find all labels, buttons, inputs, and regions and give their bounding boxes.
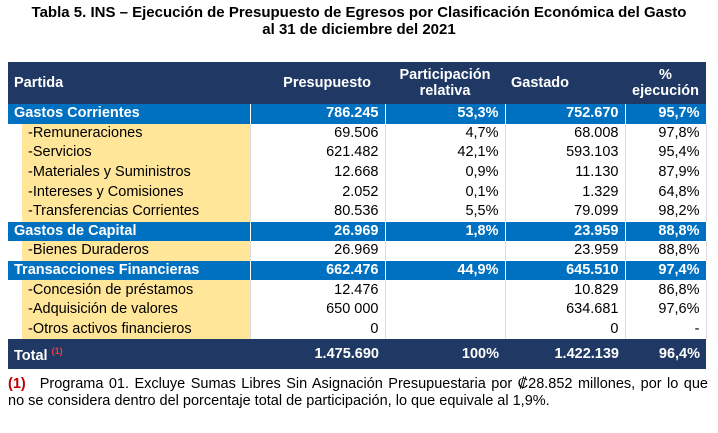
total-row: Total (1) 1.475.690 100% 1.422.139 96,4%: [8, 339, 706, 370]
cell: 12.668: [250, 162, 386, 183]
footnote: (1) Programa 01. Excluye Sumas Libres Sin…: [8, 376, 708, 410]
cell: 10.829: [505, 280, 626, 300]
row-label: -Servicios: [8, 143, 251, 163]
cell: 95,7%: [625, 104, 707, 124]
row-label: -Bienes Duraderos: [8, 241, 251, 261]
item-row: -Materiales y Suministros 12.668 0,9% 11.13…: [8, 162, 707, 183]
cell: 752.670: [505, 104, 626, 124]
group-row: Gastos Corrientes 786.245 53,3% 752.670 95,7…: [8, 104, 707, 124]
cell: 68.008: [505, 123, 626, 144]
cell: 2.052: [250, 182, 386, 202]
cell: 634.681: [505, 299, 626, 320]
total-text: 1.475.690: [314, 345, 379, 362]
header-cell: % ejecución: [625, 62, 706, 104]
group-row: Transacciones Financieras 662.476 44,9% 645…: [8, 260, 707, 281]
footnote-text: Programa 01. Excluye Sumas Libres Sin As…: [8, 376, 708, 409]
cell: 100%: [385, 339, 505, 370]
cell: 95,4%: [625, 143, 707, 163]
header-cell: Gastado: [505, 62, 625, 104]
cell: 4,7%: [385, 123, 506, 144]
cell: 5,5%: [385, 201, 506, 222]
cell: 86,8%: [625, 280, 707, 300]
row-label: -Concesión de préstamos: [8, 280, 251, 300]
cell: 1.475.690: [250, 339, 385, 370]
total-text: 100%: [461, 345, 499, 362]
cell: 96,4%: [625, 339, 706, 370]
cell: [385, 319, 506, 340]
header-cell: Partida: [8, 62, 250, 104]
cell: 645.510: [505, 260, 626, 281]
cell: 1.422.139: [505, 339, 625, 370]
header-cell: Participación relativa: [385, 62, 505, 104]
cell: 621.482: [250, 143, 386, 163]
cell: 26.969: [250, 221, 386, 242]
cell: 786.245: [250, 104, 386, 124]
cell: 0,9%: [385, 162, 506, 183]
cell: [385, 299, 506, 320]
cell: 64,8%: [625, 182, 707, 202]
item-row: -Otros activos financieros 0 0-: [8, 319, 707, 340]
row-label: -Transferencias Corrientes: [8, 201, 251, 222]
cell: -: [625, 319, 707, 340]
item-row: -Adquisición de valores 650 000 634.681 97,…: [8, 299, 707, 320]
cell: 593.103: [505, 143, 626, 163]
total-text: 96,4%: [658, 345, 700, 362]
cell: 97,8%: [625, 123, 707, 144]
title: Tabla 5. INS – Ejecución de Presupuesto …: [31, 4, 687, 21]
footnote-marker: (1): [8, 376, 26, 392]
row-label: Total (1): [8, 339, 250, 370]
cell: 23.959: [505, 241, 626, 261]
total-text: Total: [14, 348, 48, 365]
cell: 23.959: [505, 221, 626, 242]
item-row: -Remuneraciones 69.506 4,7% 68.008 97,8%: [8, 123, 707, 144]
cell: 0,1%: [385, 182, 506, 202]
cell: 88,8%: [625, 241, 707, 261]
row-label: Gastos Corrientes: [8, 104, 251, 124]
row-label: -Materiales y Suministros: [8, 162, 251, 183]
title-block: Tabla 5. INS – Ejecución de Presupuesto …: [0, 4, 718, 38]
cell: [385, 241, 506, 261]
item-row: -Bienes Duraderos 26.969 23.959 88,8%: [8, 241, 707, 261]
header-cell: Presupuesto: [250, 62, 385, 104]
cell: 26.969: [250, 241, 386, 261]
cell: 1.329: [505, 182, 626, 202]
subtitle: al 31 de diciembre del 2021: [262, 21, 456, 38]
cell: 662.476: [250, 260, 386, 281]
cell: 88,8%: [625, 221, 707, 242]
cell: [385, 280, 506, 300]
item-row: -Transferencias Corrientes 80.536 5,5% 79.0…: [8, 201, 707, 222]
cell: 79.099: [505, 201, 626, 222]
cell: 53,3%: [385, 104, 506, 124]
total-note: (1): [51, 346, 63, 357]
cell: 0: [505, 319, 626, 340]
cell: 98,2%: [625, 201, 707, 222]
header-row: Partida Presupuesto Participación relativa…: [8, 62, 706, 104]
cell: 11.130: [505, 162, 626, 183]
cell: 69.506: [250, 123, 386, 144]
cell: 97,4%: [625, 260, 707, 281]
group-row: Gastos de Capital 26.969 1,8% 23.959 88,8%: [8, 221, 707, 242]
budget-table: Partida Presupuesto Participación relativa…: [8, 62, 707, 370]
row-label: -Intereses y Comisiones: [8, 182, 251, 202]
row-label: -Remuneraciones: [8, 123, 251, 144]
cell: 87,9%: [625, 162, 707, 183]
cell: 650 000: [250, 299, 386, 320]
item-row: -Concesión de préstamos 12.476 10.829 86,8%: [8, 280, 707, 300]
row-label: Gastos de Capital: [8, 221, 251, 242]
cell: 0: [250, 319, 386, 340]
cell: 12.476: [250, 280, 386, 300]
cell: 1,8%: [385, 221, 506, 242]
total-text: 1.422.139: [554, 345, 619, 362]
cell: 42,1%: [385, 143, 506, 163]
cell: 97,6%: [625, 299, 707, 320]
row-label: -Adquisición de valores: [8, 299, 251, 320]
row-label: Transacciones Financieras: [8, 260, 251, 281]
item-row: -Intereses y Comisiones 2.052 0,1% 1.329 64,…: [8, 182, 707, 202]
cell: 80.536: [250, 201, 386, 222]
item-row: -Servicios 621.482 42,1% 593.103 95,4%: [8, 143, 707, 163]
cell: 44,9%: [385, 260, 506, 281]
row-label: -Otros activos financieros: [8, 319, 251, 340]
